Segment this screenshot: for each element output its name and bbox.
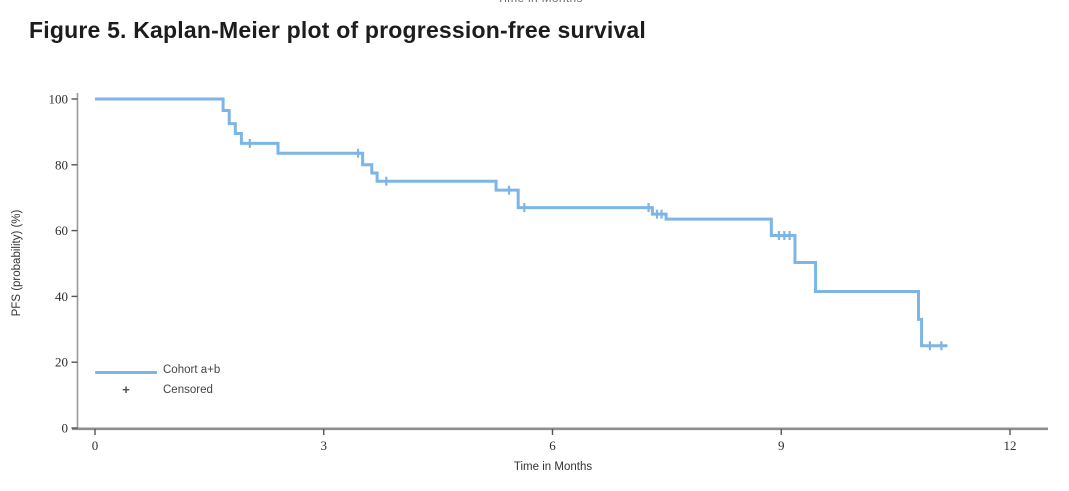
- km-step-curve: [95, 97, 948, 348]
- legend-row-cohort: Cohort a+b: [95, 360, 220, 380]
- legend: Cohort a+b + Censored: [95, 360, 220, 400]
- cohort-line-sample: [95, 371, 157, 374]
- y-tick-label: 100: [49, 92, 69, 107]
- x-axis-label: Time in Months: [513, 461, 593, 473]
- legend-line-swatch: [95, 361, 157, 379]
- x-tick-label: 12: [1004, 438, 1017, 453]
- x-tick-label: 3: [321, 438, 328, 453]
- y-tick-label: 60: [55, 223, 68, 238]
- y-tick-label: 20: [55, 355, 68, 370]
- y-tick-label: 80: [55, 157, 68, 172]
- previous-figure-axis-label-cropped: Time in Months: [497, 0, 583, 5]
- censored-plus-icon: +: [122, 382, 130, 397]
- y-axis-label: PFS (probability) (%): [11, 209, 23, 317]
- legend-row-censored: + Censored: [95, 380, 220, 400]
- x-tick-label: 0: [92, 438, 99, 453]
- y-tick-label: 0: [62, 421, 69, 436]
- x-tick-label: 9: [778, 438, 785, 453]
- x-tick-label: 6: [549, 438, 556, 453]
- legend-label-censored: Censored: [163, 384, 213, 396]
- legend-label-cohort: Cohort a+b: [163, 364, 221, 376]
- figure-title: Figure 5. Kaplan-Meier plot of progressi…: [29, 17, 646, 43]
- y-tick-label: 40: [55, 289, 68, 304]
